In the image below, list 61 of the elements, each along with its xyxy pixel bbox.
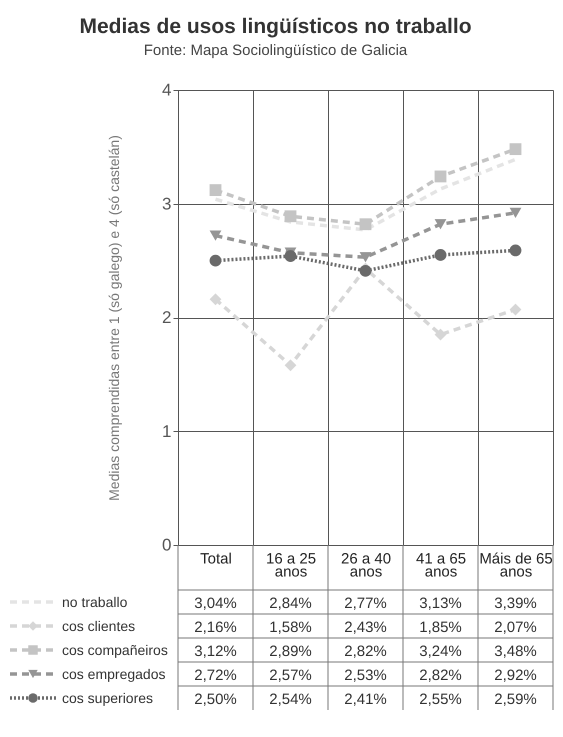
- x-tick-label: 26 a 40 anos: [340, 550, 392, 580]
- data-label: 2,84%: [269, 595, 312, 612]
- data-label: 2,43%: [344, 619, 387, 636]
- data-label: 3,12%: [194, 643, 237, 660]
- data-label: 2,89%: [269, 643, 312, 660]
- point: [210, 254, 222, 267]
- y-tick-label: 1: [162, 422, 172, 441]
- chart-subtitle: Fonte: Mapa Sociolingüístico de Galicia: [144, 42, 408, 59]
- point: [360, 252, 372, 262]
- point: [284, 359, 296, 372]
- legend-label: cos compañeiros: [62, 642, 168, 658]
- point: [434, 170, 446, 182]
- point: [434, 249, 446, 261]
- data-label: 3,48%: [494, 643, 537, 660]
- chart-title: Medias de usos lingüísticos no traballo: [79, 15, 472, 38]
- data-label: 1,85%: [419, 619, 462, 636]
- line-series: [214, 158, 518, 232]
- data-label: 2,72%: [194, 667, 237, 684]
- x-tick-label: 41 a 65 anos: [416, 550, 466, 580]
- data-label: 2,53%: [344, 667, 387, 684]
- data-label: 3,04%: [194, 595, 237, 612]
- point: [510, 208, 522, 218]
- point: [510, 304, 522, 316]
- point: [284, 250, 296, 262]
- y-tick-label: 0: [162, 536, 172, 554]
- point: [360, 218, 372, 230]
- data-label: 2,50%: [194, 691, 237, 708]
- point: [284, 210, 296, 222]
- data-label: 2,07%: [494, 619, 537, 636]
- point: [510, 244, 522, 256]
- point: [434, 328, 446, 340]
- y-axis-title: Medias comprendidas entre 1 (só galego) e 4 (só castelán): [106, 135, 122, 501]
- point: [210, 293, 222, 306]
- legend-label: cos superiores: [62, 690, 154, 706]
- data-label: 2,59%: [494, 691, 537, 708]
- data-label: 3,13%: [419, 595, 462, 612]
- data-label: 2,92%: [494, 667, 537, 684]
- legend-label: cos empregados: [62, 666, 166, 682]
- data-label: 2,41%: [344, 691, 387, 708]
- data-label: 2,82%: [419, 667, 462, 684]
- data-label: 2,16%: [194, 619, 237, 636]
- data-label: 2,82%: [344, 643, 387, 660]
- data-label: 2,77%: [344, 595, 387, 612]
- data-label: 1,58%: [269, 619, 312, 636]
- data-label: 3,39%: [494, 595, 537, 612]
- y-tick-label: 2: [162, 308, 172, 327]
- point: [510, 143, 522, 156]
- x-tick-label: Total: [200, 550, 232, 568]
- data-label: 2,55%: [419, 691, 462, 708]
- x-tick-label: Máis de 65 anos: [479, 550, 553, 580]
- legend-label: no traballo: [62, 594, 128, 610]
- data-label: 3,24%: [419, 643, 462, 660]
- y-tick-label: 3: [162, 194, 172, 214]
- x-tick-label: 16 a 25 anos: [266, 550, 316, 580]
- y-tick-label: 4: [162, 80, 172, 100]
- data-label: 2,54%: [269, 691, 312, 708]
- point: [434, 219, 446, 230]
- data-label: 2,57%: [269, 667, 312, 684]
- point: [210, 230, 222, 241]
- legend-label: cos clientes: [62, 618, 136, 634]
- point: [210, 184, 222, 196]
